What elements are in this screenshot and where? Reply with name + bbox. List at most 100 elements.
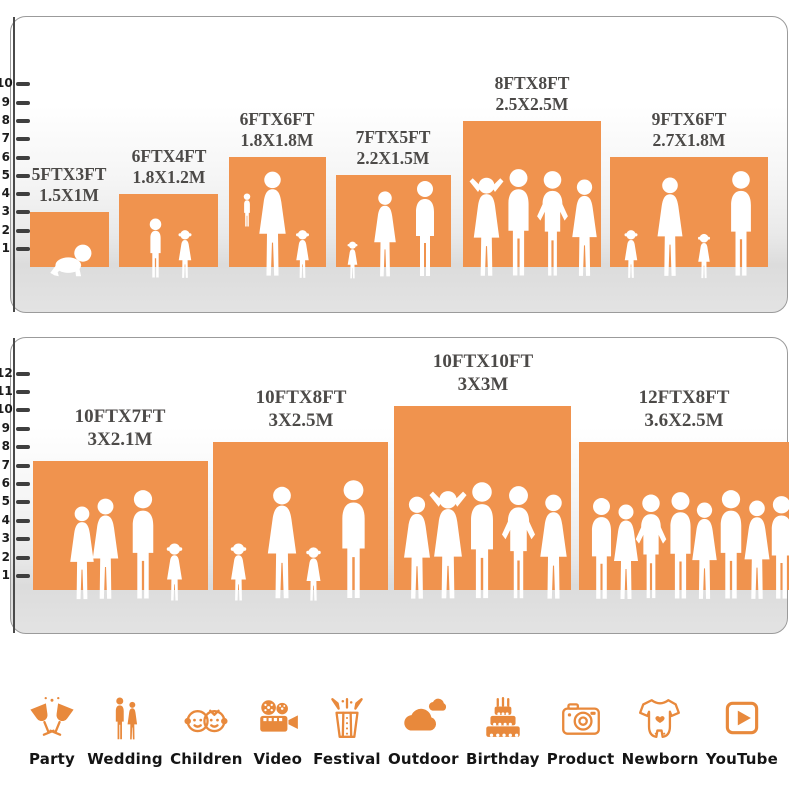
- mother-and-children-silhouettes: [243, 171, 309, 278]
- ruler-number: 4: [1, 186, 10, 200]
- ruler-tick: [16, 192, 30, 196]
- ruler-number: 2: [1, 223, 10, 237]
- category-label: Video: [253, 750, 303, 768]
- ruler-number: 7: [1, 131, 10, 145]
- bar-size-m: 1.8X1.8M: [240, 130, 314, 150]
- bar-size-m: 2.7X1.8M: [652, 130, 726, 150]
- category-row: Party Wedding Children: [0, 658, 800, 768]
- ruler-number: 1: [1, 241, 10, 255]
- category-label: Outdoor: [387, 750, 459, 768]
- bar-size-ft: 10FTX7FT: [74, 406, 166, 427]
- crowd-silhouettes: [591, 490, 792, 599]
- ruler-number: 10: [0, 402, 13, 416]
- bar-label: 6FTX6FT 1.8X1.8M: [207, 109, 347, 151]
- category-wedding: Wedding: [87, 695, 163, 768]
- bar-size-ft: 5FTX3FT: [31, 164, 107, 184]
- gift-burst-icon: [331, 698, 363, 738]
- photo-camera-icon: [561, 703, 600, 735]
- category-festival: Festival: [313, 695, 381, 768]
- children-silhouettes: [149, 218, 191, 278]
- category-children: Children: [170, 695, 243, 768]
- category-label: Festival: [313, 750, 381, 768]
- baby-onesie-icon: [639, 699, 681, 738]
- bar-size-ft: 10FTX8FT: [255, 387, 347, 408]
- bar-size-ft: 6FTX4FT: [131, 146, 207, 166]
- family-silhouettes: [347, 181, 434, 279]
- bar-size-ft: 8FTX8FT: [494, 73, 570, 93]
- ruler-number: 8: [1, 439, 10, 453]
- ruler-number: 10: [0, 76, 13, 90]
- category-youtube: YouTube: [706, 695, 778, 768]
- category-birthday: Birthday: [466, 695, 540, 768]
- backdrop-bar-5x3: [30, 212, 109, 277]
- ruler-tick: [16, 445, 30, 449]
- video-camera-icon: [260, 700, 298, 732]
- ruler-number: 9: [1, 421, 10, 435]
- ruler-number: 5: [1, 494, 10, 508]
- bar-label: 8FTX8FT 2.5X2.5M: [462, 73, 602, 115]
- ruler-tick: [16, 556, 30, 560]
- ruler-number: 7: [1, 458, 10, 472]
- crawling-baby-silhouette: [49, 244, 91, 277]
- bar-size-m: 1.8X1.2M: [132, 167, 206, 187]
- ruler-number: 3: [1, 204, 10, 218]
- ruler-tick: [16, 390, 30, 394]
- ruler-tick: [16, 408, 30, 412]
- category-product: Product: [547, 695, 615, 768]
- backdrop-bar-6x4: [119, 194, 218, 278]
- ruler-axis-line: [13, 338, 15, 633]
- ruler-number: 8: [1, 113, 10, 127]
- children-faces-icon: [184, 709, 228, 733]
- category-label: Children: [170, 750, 243, 768]
- category-label: Wedding: [87, 750, 163, 768]
- ruler-number: 3: [1, 531, 10, 545]
- ruler-tick: [16, 464, 30, 468]
- bar-size-m: 1.5X1M: [39, 185, 99, 205]
- ruler-tick: [16, 156, 30, 160]
- youtube-play-icon: [725, 701, 759, 735]
- ruler-number: 12: [0, 366, 13, 380]
- ruler-tick: [16, 372, 30, 376]
- bar-size-m: 2.5X2.5M: [495, 94, 569, 114]
- ruler-tick: [16, 210, 30, 214]
- ruler-tick: [16, 137, 30, 141]
- category-video: Video: [250, 695, 306, 768]
- category-party: Party: [24, 695, 80, 768]
- bar-size-ft: 7FTX5FT: [355, 127, 431, 147]
- ruler-number: 9: [1, 95, 10, 109]
- bar-size-ft: 9FTX6FT: [651, 109, 727, 129]
- bar-size-ft: 6FTX6FT: [239, 109, 315, 129]
- ruler-tick: [16, 500, 30, 504]
- ruler-tick: [16, 482, 30, 486]
- family-holding-hands-silhouettes: [230, 480, 365, 601]
- ruler-tick: [16, 101, 30, 105]
- backdrop-bar-8x8: [463, 121, 601, 276]
- adult-group-silhouettes: [403, 482, 567, 599]
- backdrop-bar-6x6: [229, 157, 326, 278]
- bar-label: 7FTX5FT 2.2X1.5M: [323, 127, 463, 169]
- birthday-cake-icon: [486, 696, 520, 737]
- party-glasses-icon: [30, 696, 74, 736]
- bar-size-ft: 10FTX10FT: [432, 351, 534, 372]
- bar-label: 10FTX10FT 3X3M: [403, 350, 563, 396]
- medium-backdrops-panel: 12 11 10 9 8 7 6 5 4 3 2 1 10FTX7FT 3X2.1…: [0, 337, 792, 634]
- ruler-tick: [16, 537, 30, 541]
- small-backdrops-panel: 10 9 8 7 6 5 4 3 2 1 5FTX3FT 1.5X1M 6FTX4…: [0, 16, 788, 313]
- backdrop-bar-7x5: [336, 175, 451, 279]
- ruler-tick: [16, 174, 30, 178]
- bar-label: 12FTX8FT 3.6X2.5M: [604, 386, 764, 432]
- ruler-number: 4: [1, 513, 10, 527]
- ruler-tick: [16, 229, 30, 233]
- bar-label: 10FTX8FT 3X2.5M: [221, 386, 381, 432]
- backdrop-bar-12x8: [579, 442, 792, 599]
- wedding-couple-icon: [115, 697, 138, 740]
- ruler-tick: [16, 119, 30, 123]
- adult-group-silhouettes: [469, 169, 597, 276]
- ruler-tick: [16, 82, 30, 86]
- bar-label: 6FTX4FT 1.8X1.2M: [99, 146, 239, 188]
- backdrop-bar-10x7: [33, 461, 208, 601]
- ruler-tick: [16, 247, 30, 251]
- ruler-tick: [16, 519, 30, 523]
- ruler-number: 6: [1, 150, 10, 164]
- category-label: Product: [546, 750, 615, 768]
